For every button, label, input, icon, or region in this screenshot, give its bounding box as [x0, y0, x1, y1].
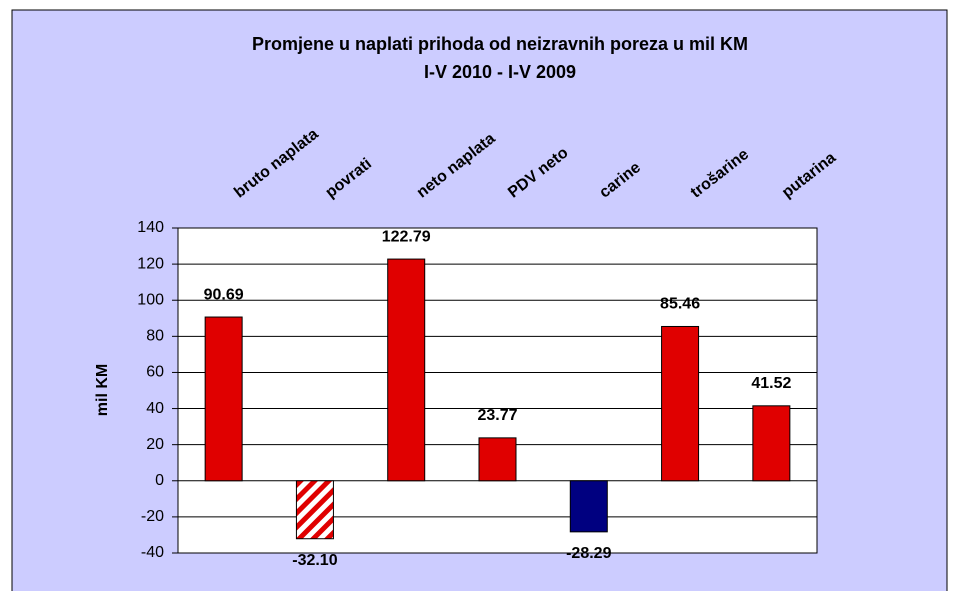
data-label: -28.29: [566, 545, 611, 562]
y-tick-label: -40: [141, 544, 164, 561]
bar: [295, 480, 334, 540]
y-tick-label: 120: [137, 255, 164, 272]
bar: [752, 405, 791, 482]
bar: [387, 258, 426, 482]
y-tick-label: 40: [146, 400, 164, 417]
y-axis-label: mil KM: [94, 364, 111, 416]
bar: [661, 325, 700, 482]
data-label: 122.79: [382, 228, 431, 245]
bar: [478, 437, 517, 482]
data-label: 85.46: [660, 296, 700, 313]
data-label: 90.69: [204, 286, 244, 303]
y-tick-label: -20: [141, 508, 164, 525]
y-tick-label: 140: [137, 219, 164, 236]
y-tick-label: 80: [146, 328, 164, 345]
plot-area: [177, 227, 818, 554]
y-tick-label: 20: [146, 436, 164, 453]
chart-title: Promjene u naplati prihoda od neizravnih…: [252, 34, 748, 54]
data-label: -32.10: [292, 552, 337, 569]
chart-subtitle: I-V 2010 - I-V 2009: [424, 62, 576, 82]
y-tick-label: 0: [155, 472, 164, 489]
bar: [569, 480, 608, 533]
y-tick-label: 60: [146, 364, 164, 381]
data-label: 41.52: [751, 375, 791, 392]
data-label: 23.77: [477, 407, 517, 424]
bar: [204, 316, 243, 482]
y-tick-label: 100: [137, 291, 164, 308]
